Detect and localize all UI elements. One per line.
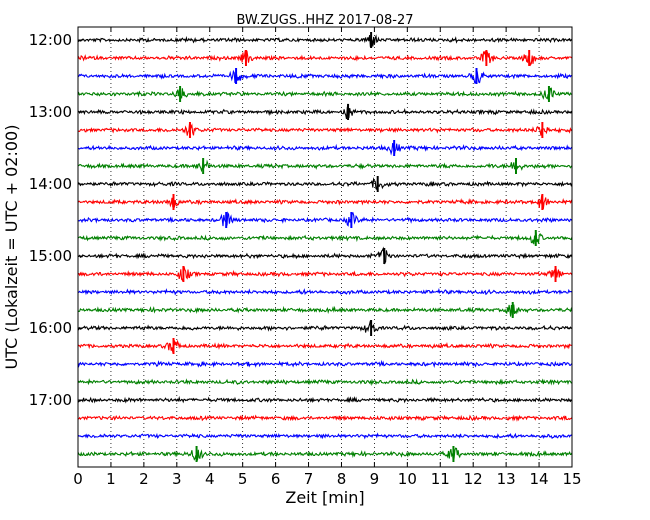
seismic-trace xyxy=(77,122,573,138)
trace-line xyxy=(77,68,573,84)
seismic-trace xyxy=(77,86,572,102)
y-tick-label: 12:00 xyxy=(29,31,72,49)
trace-line xyxy=(78,414,573,422)
x-tick-label: 4 xyxy=(205,470,215,488)
trace-line xyxy=(77,158,573,173)
seismic-trace xyxy=(77,338,572,354)
seismic-trace xyxy=(77,194,573,210)
seismic-trace xyxy=(77,320,573,336)
trace-line xyxy=(77,50,573,67)
axis-ticks: 0 1 2 3 4 5 6 7 8 9 10 11 12 13 14 1512:0013:0014:0015:… xyxy=(29,27,582,488)
x-tick-label: 5 xyxy=(238,470,248,488)
trace-line xyxy=(77,287,573,296)
y-tick-label: 13:00 xyxy=(29,103,72,121)
grid-lines xyxy=(110,27,540,467)
x-tick-label: 0 xyxy=(73,470,83,488)
seismic-trace xyxy=(77,230,573,246)
y-tick-label: 16:00 xyxy=(29,319,72,337)
trace-line xyxy=(77,194,573,210)
seismic-trace xyxy=(77,378,573,387)
plot-frame xyxy=(77,26,573,468)
x-axis-label: Zeit [min] xyxy=(285,488,364,507)
seismic-trace xyxy=(77,446,573,462)
y-axis-label: UTC (Lokalzeit = UTC + 02:00) xyxy=(2,125,21,370)
x-tick-label: 1 xyxy=(106,470,116,488)
trace-line xyxy=(77,447,573,462)
x-tick-label: 11 xyxy=(431,470,450,488)
x-tick-label: 10 xyxy=(398,470,417,488)
trace-line xyxy=(77,320,573,333)
x-tick-label: 7 xyxy=(304,470,314,488)
seismic-trace xyxy=(78,176,573,192)
trace-line xyxy=(77,339,572,353)
x-tick-label: 14 xyxy=(530,470,549,488)
seismic-trace xyxy=(77,395,573,404)
x-tick-label: 3 xyxy=(172,470,182,488)
x-tick-label: 9 xyxy=(370,470,380,488)
x-tick-label: 8 xyxy=(337,470,347,488)
x-tick-label: 2 xyxy=(139,470,149,488)
trace-line xyxy=(77,122,573,136)
seismic-trace xyxy=(77,103,573,120)
seismic-trace xyxy=(77,302,573,318)
x-tick-label: 13 xyxy=(497,470,516,488)
seismic-trace xyxy=(77,140,573,156)
trace-line xyxy=(77,304,573,317)
y-tick-label: 14:00 xyxy=(29,175,72,193)
trace-line xyxy=(78,177,573,191)
x-tick-label: 15 xyxy=(562,470,581,488)
seismic-trace xyxy=(77,158,573,174)
seismic-trace xyxy=(77,266,573,282)
seismic-trace xyxy=(77,432,573,440)
seismic-trace xyxy=(77,211,573,228)
seismic-trace xyxy=(77,287,573,296)
seismic-trace xyxy=(77,246,573,265)
x-tick-label: 12 xyxy=(464,470,483,488)
y-tick-label: 15:00 xyxy=(29,247,72,265)
chart-title: BW.ZUGS..HHZ 2017-08-27 xyxy=(236,13,413,28)
y-tick-label: 17:00 xyxy=(29,391,72,409)
trace-line xyxy=(77,432,573,440)
trace-line xyxy=(77,143,573,156)
seismic-trace xyxy=(77,359,573,368)
trace-line xyxy=(77,378,573,387)
trace-line xyxy=(77,246,573,265)
seismogram-traces xyxy=(77,32,573,462)
trace-line xyxy=(77,211,573,227)
trace-line xyxy=(77,232,573,245)
trace-line xyxy=(77,266,573,282)
seismic-trace xyxy=(77,68,573,84)
seismic-trace xyxy=(78,414,573,422)
seismic-trace xyxy=(77,32,573,48)
trace-line xyxy=(77,103,573,120)
trace-line xyxy=(77,87,572,100)
trace-line xyxy=(77,395,573,404)
trace-line xyxy=(77,359,573,368)
x-tick-label: 6 xyxy=(271,470,281,488)
trace-line xyxy=(77,34,573,47)
seismic-trace xyxy=(77,50,573,67)
